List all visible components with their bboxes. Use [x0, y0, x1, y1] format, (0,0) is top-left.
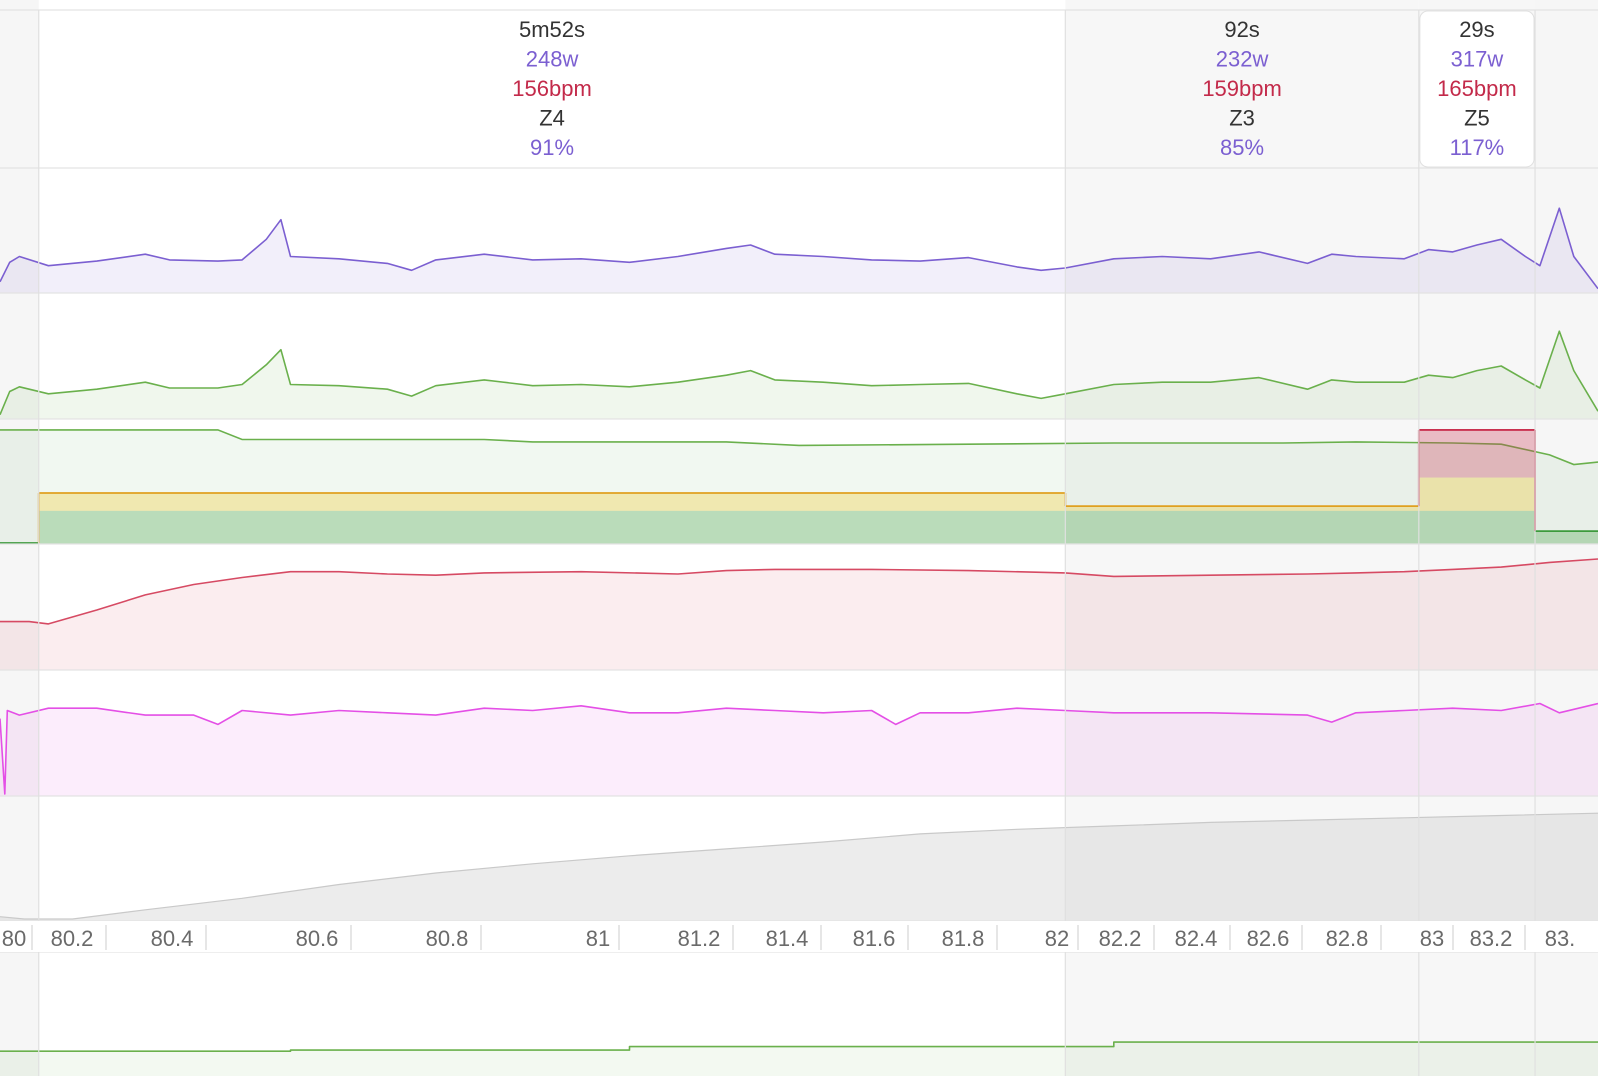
axis-background: [0, 921, 1598, 952]
interval-3-header-box: [1419, 10, 1535, 168]
interval-1-background: [38, 0, 1066, 1076]
secondary-panel: [0, 330, 1598, 419]
power-line: [0, 207, 1598, 290]
x-tick-label: 81.6: [853, 926, 896, 951]
interval-duration: 5m52s: [519, 17, 585, 42]
x-tick-label: 82.2: [1099, 926, 1142, 951]
interval-3-background: [1418, 0, 1536, 1076]
x-tick-label: 82.4: [1175, 926, 1218, 951]
cadence-area: [0, 703, 1598, 796]
x-axis: 80 80.2 80.4 80.6 80.8 81 81.2 81.4 81.6 81.8 82 82…: [0, 921, 1598, 952]
cadence-line: [0, 702, 1598, 795]
secondary-line: [0, 330, 1598, 416]
pre-interval-background: [0, 0, 39, 1076]
interval-3-header[interactable]: 29s 317w 165bpm Z5 117%: [1419, 10, 1535, 168]
distance-area: [0, 813, 1598, 921]
interval-zone: Z4: [539, 106, 565, 131]
x-tick-label: 82.8: [1326, 926, 1369, 951]
zone-green-fill: [0, 510, 1598, 544]
interval-heart-rate: 165bpm: [1437, 76, 1517, 101]
interval-zone: Z5: [1464, 106, 1490, 131]
interval-1-header[interactable]: 5m52s 248w 156bpm Z4 91%: [40, 11, 1065, 167]
x-tick-label: 82: [1045, 926, 1069, 951]
cadence-panel: [0, 702, 1598, 796]
interval-power: 317w: [1451, 47, 1504, 72]
interval-percent: 85%: [1220, 135, 1264, 160]
zones-top-area: [0, 429, 1598, 544]
x-tick-label: 81.4: [766, 926, 809, 951]
x-tick-label: 80.4: [151, 926, 194, 951]
heart_rate-line: [0, 558, 1598, 625]
interval-percent: 117%: [1450, 135, 1505, 160]
interval-power: 248w: [526, 47, 579, 72]
power-panel: [0, 207, 1598, 293]
interval-duration: 29s: [1459, 17, 1494, 42]
post-interval-background: [1535, 0, 1598, 1076]
x-tick-label: 80.2: [51, 926, 94, 951]
interval-2-background: [1065, 0, 1419, 1076]
x-tick-label: 80: [2, 926, 26, 951]
interval-zone: Z3: [1229, 106, 1255, 131]
x-tick-label: 83.: [1545, 926, 1576, 951]
bottom-line: [0, 1041, 1598, 1052]
x-tick-label: 80.8: [426, 926, 469, 951]
x-tick-label: 81: [586, 926, 610, 951]
distance-panel: [0, 812, 1598, 921]
secondary-area: [0, 331, 1598, 419]
heart_rate-area: [0, 559, 1598, 670]
heart_rate-panel: [0, 558, 1598, 670]
bottom-panel: [0, 1041, 1598, 1076]
interval-percent: 91%: [530, 135, 574, 160]
interval-heart-rate: 159bpm: [1202, 76, 1282, 101]
x-tick-label: 83: [1420, 926, 1444, 951]
interval-power: 232w: [1216, 47, 1269, 72]
zones-top-line: [0, 429, 1598, 466]
distance-line: [0, 812, 1598, 920]
x-tick-label: 80.6: [296, 926, 339, 951]
interval-duration: 92s: [1224, 17, 1259, 42]
interval-heart-rate: 156bpm: [512, 76, 592, 101]
chart-panels: [0, 207, 1598, 1076]
x-tick-label: 81.8: [942, 926, 985, 951]
interval-2-header[interactable]: 92s 232w 159bpm Z3 85%: [1066, 11, 1417, 167]
x-tick-label: 82.6: [1247, 926, 1290, 951]
interval-headers[interactable]: 5m52s 248w 156bpm Z4 91% 92s 232w 159bpm Z3 85% 29…: [40, 10, 1535, 168]
x-tick-label: 81.2: [678, 926, 721, 951]
x-tick-label: 83.2: [1470, 926, 1513, 951]
power-area: [0, 208, 1598, 293]
